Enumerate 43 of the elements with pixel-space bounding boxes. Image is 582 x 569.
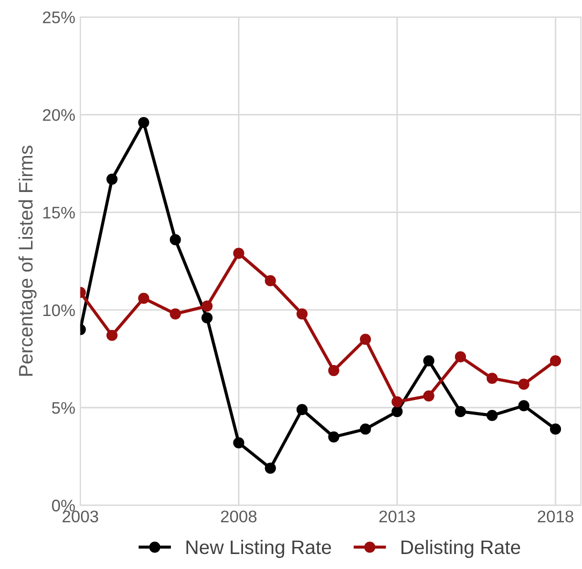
point (486, 410, 498, 421)
point (264, 462, 276, 474)
y-tick-label: 5% (52, 402, 75, 414)
point (170, 308, 181, 320)
legend-label: New Listing Rate (186, 540, 332, 558)
point (392, 406, 403, 418)
point (296, 404, 308, 416)
point (201, 300, 213, 312)
x-tick-label: 2003 (62, 510, 98, 522)
point (360, 424, 371, 435)
point (233, 437, 244, 448)
y-tick-label: 25% (42, 11, 75, 24)
point (106, 330, 118, 341)
point (454, 351, 466, 362)
point (328, 364, 340, 376)
y-tick-label: 0% (52, 500, 75, 512)
point (518, 400, 530, 412)
x-tick-label: 2013 (379, 510, 415, 522)
point (454, 406, 466, 418)
y-tick-label: 20% (42, 109, 75, 121)
point (170, 234, 181, 246)
point (233, 248, 244, 259)
point (328, 431, 340, 442)
point (423, 390, 434, 402)
point (550, 424, 562, 435)
point (486, 372, 498, 384)
point (201, 312, 213, 324)
y-tick-label: 10% (43, 304, 75, 316)
point (138, 116, 150, 128)
point (106, 174, 118, 185)
x-tick-label: 2018 (538, 510, 574, 522)
y-axis-title: Percentage of Listed Firms (18, 146, 37, 376)
point (550, 355, 562, 366)
point (423, 355, 434, 366)
point (296, 308, 308, 320)
point (392, 396, 403, 408)
point (138, 292, 150, 304)
x-tick-label: 2008 (221, 510, 257, 522)
legend-label: Delisting Rate (402, 540, 520, 558)
point (264, 275, 276, 286)
y-tick-label: 15% (43, 206, 75, 219)
point (360, 334, 371, 345)
point (518, 378, 530, 390)
